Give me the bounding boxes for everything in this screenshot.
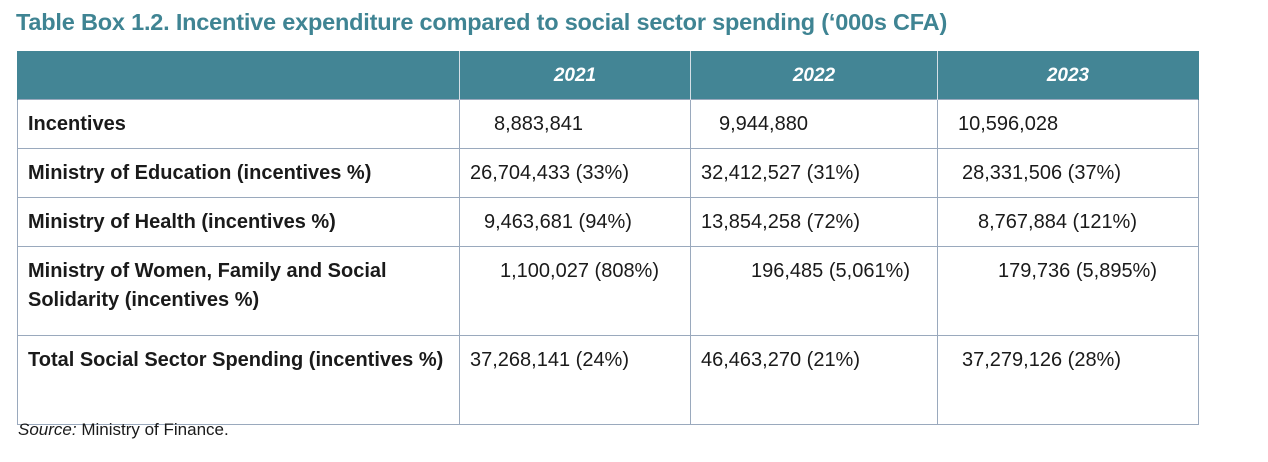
- table-row: Incentives 8,883,841 9,944,880 10,596,02…: [17, 99, 1199, 149]
- row-label: Ministry of Women, Family and Social Sol…: [17, 246, 460, 336]
- cell-value: 196,485 (5,061%): [690, 246, 938, 336]
- source-prefix: Source:: [18, 420, 77, 439]
- row-label: Ministry of Health (incentives %): [17, 197, 460, 247]
- cell-value: 28,331,506 (37%): [937, 148, 1199, 198]
- table-row: Total Social Sector Spending (incentives…: [17, 335, 1199, 425]
- cell-value: 37,279,126 (28%): [937, 335, 1199, 425]
- cell-value: 32,412,527 (31%): [690, 148, 938, 198]
- cell-value: 179,736 (5,895%): [937, 246, 1199, 336]
- cell-value: 9,944,880: [690, 99, 938, 149]
- source-note: Source: Ministry of Finance.: [18, 420, 229, 440]
- header-cell-2021: 2021: [459, 51, 691, 100]
- cell-value: 46,463,270 (21%): [690, 335, 938, 425]
- cell-value: 8,883,841: [459, 99, 691, 149]
- header-cell-2022: 2022: [690, 51, 938, 100]
- table-row: Ministry of Women, Family and Social Sol…: [17, 246, 1199, 336]
- source-text: Ministry of Finance.: [76, 420, 229, 439]
- row-label: Incentives: [17, 99, 460, 149]
- header-row: 2021 2022 2023: [17, 51, 1199, 100]
- cell-value: 26,704,433 (33%): [459, 148, 691, 198]
- row-label: Ministry of Education (incentives %): [17, 148, 460, 198]
- table-row: Ministry of Health (incentives %) 9,463,…: [17, 197, 1199, 247]
- cell-value: 1,100,027 (808%): [459, 246, 691, 336]
- incentive-table: 2021 2022 2023 Incentives 8,883,841 9,94…: [17, 51, 1199, 425]
- cell-value: 37,268,141 (24%): [459, 335, 691, 425]
- row-label: Total Social Sector Spending (incentives…: [17, 335, 460, 425]
- cell-value: 9,463,681 (94%): [459, 197, 691, 247]
- header-cell-label: [17, 51, 460, 100]
- table-row: Ministry of Education (incentives %) 26,…: [17, 148, 1199, 198]
- cell-value: 10,596,028: [937, 99, 1199, 149]
- cell-value: 13,854,258 (72%): [690, 197, 938, 247]
- table-title: Table Box 1.2. Incentive expenditure com…: [16, 9, 948, 35]
- cell-value: 8,767,884 (121%): [937, 197, 1199, 247]
- header-cell-2023: 2023: [937, 51, 1199, 100]
